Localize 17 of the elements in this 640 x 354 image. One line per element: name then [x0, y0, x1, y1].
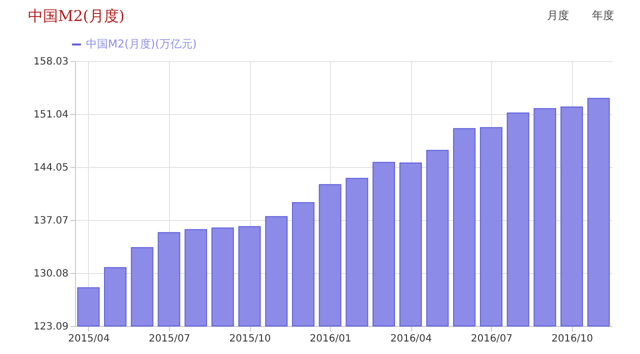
y-tick-label: 144.05 [34, 162, 68, 174]
x-tick-label: 2015/04 [68, 334, 110, 344]
y-tick-label: 137.07 [34, 215, 68, 226]
x-tick-label: 2016/01 [310, 334, 352, 344]
x-tick-label: 2016/07 [470, 334, 512, 344]
x-tick-label: 2015/10 [229, 334, 271, 344]
x-tick-label: 2016/04 [390, 334, 432, 344]
y-tick-label: 123.09 [34, 322, 68, 332]
legend-label: 中国M2(月度)(万亿元) [86, 38, 197, 50]
y-tick-label: 151.04 [34, 110, 68, 121]
x-tick-label: 2016/10 [551, 334, 593, 344]
x-tick-label: 2015/07 [148, 334, 190, 344]
text: 月度 [547, 9, 569, 22]
text: 年度 [592, 9, 614, 22]
y-tick-label: 158.03 [34, 56, 68, 68]
y-tick-label: 130.08 [34, 268, 68, 280]
chart-title: 中国M2(月度) [28, 7, 125, 25]
